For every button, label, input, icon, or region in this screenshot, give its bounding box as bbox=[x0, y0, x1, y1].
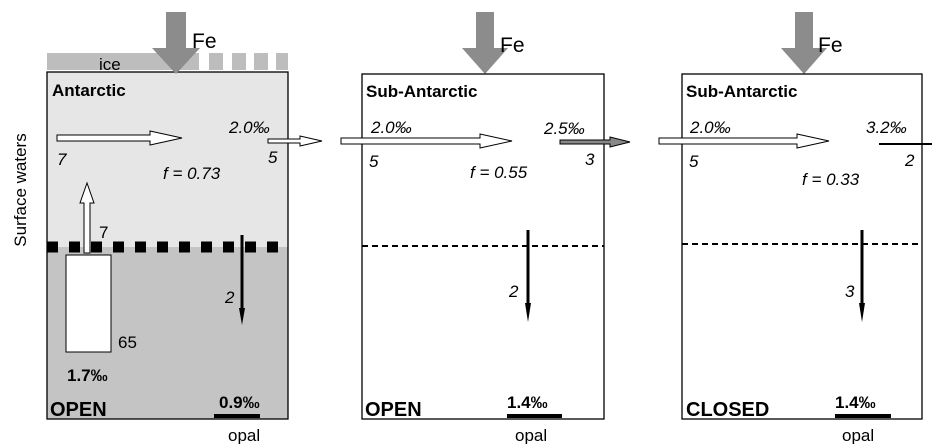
upwelling-arrow bbox=[79, 181, 95, 254]
box-state: OPEN bbox=[365, 399, 422, 421]
f-value: f = 0.55 bbox=[470, 163, 528, 182]
outflow-value: 3 bbox=[585, 150, 595, 169]
outflow-delta: 2.0‰ bbox=[228, 118, 270, 137]
deep-reservoir bbox=[65, 254, 112, 353]
f-value: f = 0.33 bbox=[802, 170, 860, 189]
inflow-arrow bbox=[658, 133, 830, 149]
inflow-value: 5 bbox=[369, 152, 379, 171]
opal-label: opal bbox=[228, 426, 260, 444]
iron-arrow bbox=[462, 12, 508, 74]
opal-label: opal bbox=[842, 426, 874, 444]
sinking-value: 3 bbox=[845, 282, 855, 301]
panel-antarctic: ice Fe Antarctic 7 2.0‰ 5 f = 0.73 7 65 … bbox=[46, 12, 323, 444]
deep-delta: 1.7‰ bbox=[67, 366, 108, 385]
reservoir-value: 65 bbox=[118, 333, 137, 352]
sinking-arrow-head bbox=[859, 303, 865, 322]
opal-label: opal bbox=[515, 426, 547, 444]
iron-label: Fe bbox=[192, 30, 217, 53]
outflow-value: 5 bbox=[268, 148, 278, 167]
opal-delta: 1.4‰ bbox=[835, 393, 876, 412]
panel-subantarctic-open: Fe Sub-Antarctic 2.0‰ 5 2.5‰ 3 f = 0.55 … bbox=[340, 12, 631, 444]
ice-label: ice bbox=[99, 55, 121, 74]
iron-arrow bbox=[152, 12, 200, 74]
inflow-arrow bbox=[56, 130, 183, 146]
iron-label: Fe bbox=[500, 34, 525, 57]
inflow-value: 7 bbox=[57, 150, 67, 169]
outflow-arrow bbox=[267, 135, 323, 147]
ice-floes bbox=[209, 53, 288, 70]
panel-title: Sub-Antarctic bbox=[366, 82, 477, 101]
upwelling-value: 7 bbox=[99, 223, 108, 242]
iron-label: Fe bbox=[818, 34, 843, 57]
box-outline bbox=[681, 73, 923, 420]
box-state: OPEN bbox=[50, 399, 107, 421]
outflow-delta: 3.2‰ bbox=[866, 118, 907, 137]
box-state: CLOSED bbox=[686, 399, 769, 421]
iron-arrow bbox=[781, 12, 827, 74]
panel-subantarctic-closed: Fe Sub-Antarctic 2.0‰ 5 3.2‰ 2 f = 0.33 … bbox=[658, 12, 932, 444]
opal-delta: 1.4‰ bbox=[507, 393, 548, 412]
sinking-value: 2 bbox=[224, 288, 235, 307]
sinking-arrow-head bbox=[525, 303, 531, 322]
panel-title: Antarctic bbox=[52, 81, 126, 100]
f-value: f = 0.73 bbox=[163, 164, 221, 183]
inflow-arrow bbox=[340, 133, 513, 149]
inflow-delta: 2.0‰ bbox=[370, 118, 412, 137]
sinking-arrow-head bbox=[239, 308, 245, 325]
outflow-arrow bbox=[559, 136, 631, 148]
inflow-delta: 2.0‰ bbox=[689, 118, 731, 137]
panel-title: Sub-Antarctic bbox=[686, 82, 797, 101]
sinking-value: 2 bbox=[508, 282, 519, 301]
inflow-value: 5 bbox=[689, 152, 699, 171]
outflow-delta: 2.5‰ bbox=[543, 119, 585, 138]
opal-delta: 0.9‰ bbox=[219, 393, 260, 412]
surface-waters-label: Surface waters bbox=[11, 133, 30, 246]
outflow-value: 2 bbox=[904, 151, 915, 170]
